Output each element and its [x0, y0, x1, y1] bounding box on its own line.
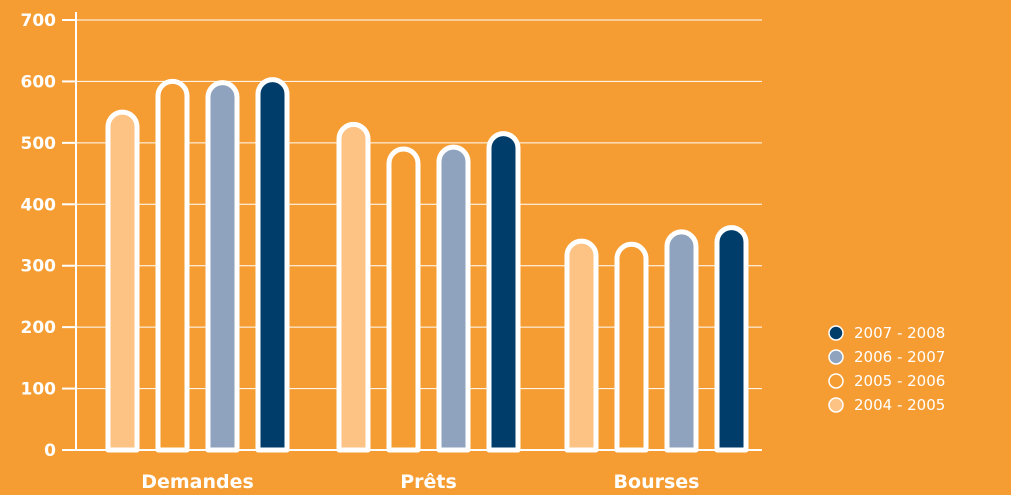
y-tick-label: 700 [21, 11, 57, 31]
category-label: Bourses [614, 471, 700, 493]
bar-2004-2005-0 [105, 109, 140, 453]
bar-2007-2008-2 [714, 225, 749, 453]
bar-2005-2006-1 [386, 146, 421, 453]
category-label: Prêts [400, 471, 457, 493]
legend-label: 2007 - 2008 [854, 324, 945, 342]
bar-2006-2007-2 [664, 229, 699, 453]
legend-marker [828, 349, 844, 365]
legend-label: 2006 - 2007 [854, 348, 945, 366]
y-tick-label: 100 [21, 380, 57, 400]
y-tick-label: 400 [21, 195, 57, 215]
bar-2005-2006-0 [155, 79, 190, 453]
bar-2006-2007-0 [205, 80, 240, 453]
bar-2006-2007-1 [436, 144, 471, 453]
bar-2005-2006-2 [614, 241, 649, 453]
bars [105, 77, 749, 453]
y-tick-label: 200 [21, 318, 57, 338]
category-labels: Demandes Prêts Bourses [141, 471, 699, 493]
bar-2007-2008-1 [486, 131, 521, 453]
y-tick-label: 300 [21, 257, 57, 277]
legend-marker [828, 397, 844, 413]
bar-2004-2005-1 [336, 122, 371, 453]
category-label: Demandes [141, 471, 254, 493]
y-tick-label: 600 [21, 72, 57, 92]
legend-marker [828, 325, 844, 341]
legend: 2007 - 2008 2006 - 2007 2005 - 2006 2004 - … [828, 324, 945, 414]
legend-label: 2004 - 2005 [854, 396, 945, 414]
y-tick-label: 0 [44, 441, 56, 461]
legend-marker [828, 373, 844, 389]
bar-2007-2008-0 [255, 77, 290, 453]
bar-2004-2005-2 [564, 238, 599, 453]
y-tick-label: 500 [21, 134, 57, 154]
legend-label: 2005 - 2006 [854, 372, 945, 390]
